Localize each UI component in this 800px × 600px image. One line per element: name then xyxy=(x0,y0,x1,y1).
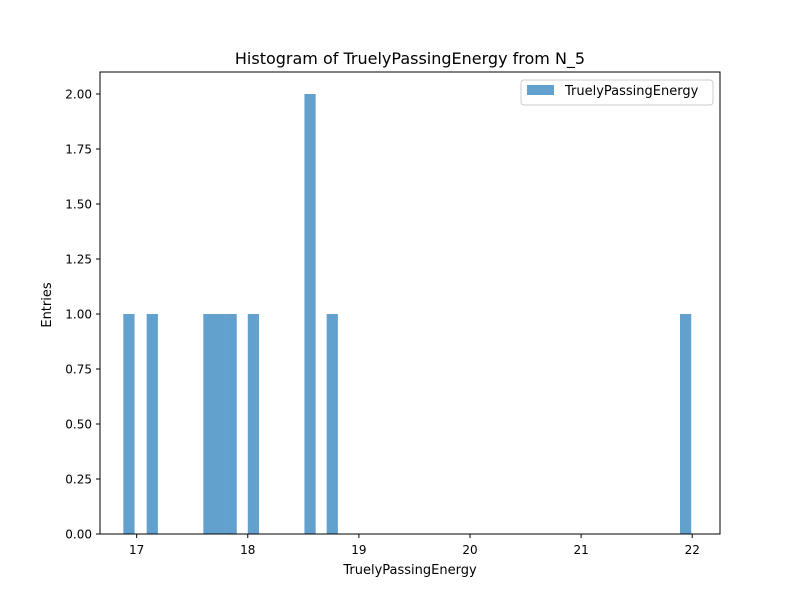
legend: TruelyPassingEnergy xyxy=(521,80,713,105)
x-tick-label-19: 19 xyxy=(351,543,366,557)
x-tick-label-20: 20 xyxy=(462,543,477,557)
y-tick-label-1.00: 1.00 xyxy=(65,308,92,322)
histogram-bar-2 xyxy=(147,314,158,534)
plot-frame xyxy=(100,72,720,534)
y-tick-label-0.75: 0.75 xyxy=(65,363,92,377)
y-tick-label-0.00: 0.00 xyxy=(65,528,92,542)
histogram-bar-5 xyxy=(226,314,237,534)
histogram-bar-8 xyxy=(327,314,338,534)
histogram-bar-4 xyxy=(214,314,225,534)
histogram-bar-1 xyxy=(123,314,134,534)
y-tick-label-1.75: 1.75 xyxy=(65,143,92,157)
y-tick-label-0.50: 0.50 xyxy=(65,418,92,432)
x-axis-label: TruelyPassingEnergy xyxy=(342,563,477,578)
x-tick-label-22: 22 xyxy=(685,543,700,557)
legend-swatch xyxy=(527,85,554,95)
legend-label: TruelyPassingEnergy xyxy=(564,84,699,99)
x-tick-label-18: 18 xyxy=(240,543,255,557)
chart-title: Histogram of TruelyPassingEnergy from N_… xyxy=(235,49,585,69)
axes-layer: 17 18 19 20 21 22 0.00 0.25 0.50 0.75 1.00 1.25 1.50… xyxy=(65,72,720,557)
y-tick-label-1.50: 1.50 xyxy=(65,198,92,212)
y-axis-label: Entries xyxy=(40,282,55,328)
y-tick-label-2.00: 2.00 xyxy=(65,88,92,102)
x-tick-label-21: 21 xyxy=(573,543,588,557)
histogram-bar-7 xyxy=(304,94,315,534)
y-tick-label-1.25: 1.25 xyxy=(65,253,92,267)
y-tick-label-0.25: 0.25 xyxy=(65,473,92,487)
histogram-bar-3 xyxy=(203,314,214,534)
x-tick-label-17: 17 xyxy=(129,543,144,557)
bars-layer xyxy=(123,94,691,534)
histogram-bar-9 xyxy=(680,314,691,534)
histogram-bar-6 xyxy=(248,314,259,534)
